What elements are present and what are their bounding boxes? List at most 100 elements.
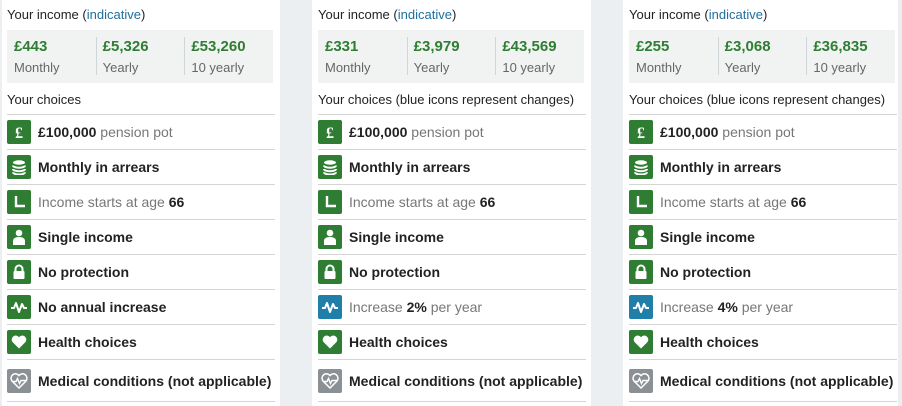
choice-payment[interactable]: Monthly in arrears [629, 149, 897, 184]
choice-single-income[interactable]: Single income [318, 219, 586, 254]
indicative-link[interactable]: indicative [397, 7, 452, 22]
choice-health[interactable]: Health choices [629, 324, 897, 359]
choice-medical[interactable]: Medical conditions (not applicable) [318, 359, 586, 402]
single-label: Single income [349, 229, 444, 245]
stat-label: Monthly [14, 60, 60, 75]
protection-label: No protection [349, 264, 440, 280]
stat-monthly: £331 Monthly [318, 30, 407, 83]
gutter [280, 0, 312, 406]
choice-annual-increase[interactable]: Increase 2% per year [318, 289, 586, 324]
clock-icon [7, 190, 31, 214]
income-stats: £443 Monthly £5,326 Yearly £53,260 10 ye… [7, 30, 273, 83]
income-heading: Your income (indicative) [629, 7, 768, 22]
health-label: Health choices [38, 334, 137, 350]
choice-single-income[interactable]: Single income [7, 219, 275, 254]
health-label: Health choices [660, 334, 759, 350]
stat-value: £3,068 [724, 38, 771, 55]
payment-label: Monthly in arrears [38, 159, 160, 175]
increase-prefix: Increase [660, 299, 714, 315]
choice-medical[interactable]: Medical conditions (not applicable) [629, 359, 897, 402]
choice-protection[interactable]: No protection [318, 254, 586, 289]
increase-label: No annual increase [38, 299, 167, 315]
choice-payment[interactable]: Monthly in arrears [7, 149, 275, 184]
gutter [898, 0, 902, 406]
choices-list: £ £100,000 pension pot Monthly in arrear… [318, 114, 586, 402]
choice-pension-pot[interactable]: £ £100,000 pension pot [318, 114, 586, 149]
increase-value: 2% [406, 299, 427, 315]
pot-suffix: pension pot [411, 124, 484, 140]
stat-label: Yearly [413, 60, 450, 75]
pot-suffix: pension pot [722, 124, 795, 140]
choice-pension-pot[interactable]: £ £100,000 pension pot [629, 114, 897, 149]
protection-label: No protection [660, 264, 751, 280]
stat-label: 10 yearly [813, 60, 867, 75]
stat-label: 10 yearly [191, 60, 245, 75]
start-age: 66 [168, 194, 185, 210]
increase-prefix: Increase [349, 299, 403, 315]
coin-stack-icon [318, 155, 342, 179]
stat-value: £255 [636, 38, 670, 55]
medical-label: Medical conditions (not applicable) [349, 372, 583, 389]
pot-value: £100,000 [349, 124, 408, 140]
quote-column-3: Your income (indicative) £255 Monthly £3… [627, 0, 898, 406]
medical-label: Medical conditions (not applicable) [660, 372, 894, 389]
choice-pension-pot[interactable]: £ £100,000 pension pot [7, 114, 275, 149]
income-stats: £331 Monthly £3,979 Yearly £43,569 10 ye… [318, 30, 584, 83]
choices-list: £ £100,000 pension pot Monthly in arrear… [7, 114, 275, 402]
choice-start-age[interactable]: Income starts at age 66 [7, 184, 275, 219]
coin-stack-icon [7, 155, 31, 179]
pound-icon: £ [7, 120, 31, 144]
start-prefix: Income starts at age [660, 194, 787, 210]
choice-start-age[interactable]: Income starts at age 66 [629, 184, 897, 219]
stat-10-yearly: £36,835 10 yearly [806, 30, 895, 83]
stat-value: £53,260 [191, 38, 246, 55]
clock-icon [629, 190, 653, 214]
increase-suffix: per year [430, 299, 483, 315]
choices-heading: Your choices (blue icons represent chang… [629, 92, 886, 107]
svg-text:£: £ [637, 125, 645, 140]
stat-label: Monthly [325, 60, 371, 75]
stat-value: £5,326 [102, 38, 149, 55]
heartbeat-icon [318, 368, 342, 393]
choice-annual-increase[interactable]: Increase 4% per year [629, 289, 897, 324]
choice-health[interactable]: Health choices [318, 324, 586, 359]
single-label: Single income [660, 229, 755, 245]
choice-medical[interactable]: Medical conditions (not applicable) [7, 359, 275, 402]
start-age: 66 [479, 194, 496, 210]
choice-health[interactable]: Health choices [7, 324, 275, 359]
pulse-icon [629, 295, 653, 319]
indicative-link[interactable]: indicative [708, 7, 763, 22]
start-prefix: Income starts at age [38, 194, 165, 210]
income-stats: £255 Monthly £3,068 Yearly £36,835 10 ye… [629, 30, 895, 83]
clock-icon [318, 190, 342, 214]
medical-label: Medical conditions (not applicable) [38, 372, 272, 389]
heartbeat-icon [7, 368, 31, 393]
stat-value: £443 [14, 38, 48, 55]
choice-protection[interactable]: No protection [7, 254, 275, 289]
choices-heading: Your choices [7, 92, 81, 107]
quote-column-1: Your income (indicative) £443 Monthly £5… [5, 0, 276, 406]
gutter [591, 0, 623, 406]
choice-single-income[interactable]: Single income [629, 219, 897, 254]
choice-payment[interactable]: Monthly in arrears [318, 149, 586, 184]
person-icon [629, 225, 653, 249]
indicative-link[interactable]: indicative [86, 7, 141, 22]
stat-10-yearly: £43,569 10 yearly [495, 30, 584, 83]
choice-protection[interactable]: No protection [629, 254, 897, 289]
start-prefix: Income starts at age [349, 194, 476, 210]
choice-annual-increase[interactable]: No annual increase [7, 289, 275, 324]
stat-value: £331 [325, 38, 359, 55]
coin-stack-icon [629, 155, 653, 179]
padlock-icon [318, 260, 342, 284]
pot-value: £100,000 [38, 124, 97, 140]
stat-yearly: £3,068 Yearly [717, 30, 807, 83]
pot-value: £100,000 [660, 124, 719, 140]
pot-suffix: pension pot [100, 124, 173, 140]
choice-start-age[interactable]: Income starts at age 66 [318, 184, 586, 219]
stat-monthly: £443 Monthly [7, 30, 96, 83]
stat-label: Monthly [636, 60, 682, 75]
single-label: Single income [38, 229, 133, 245]
person-icon [318, 225, 342, 249]
income-heading-label: Your income [318, 7, 390, 22]
income-heading-label: Your income [629, 7, 701, 22]
